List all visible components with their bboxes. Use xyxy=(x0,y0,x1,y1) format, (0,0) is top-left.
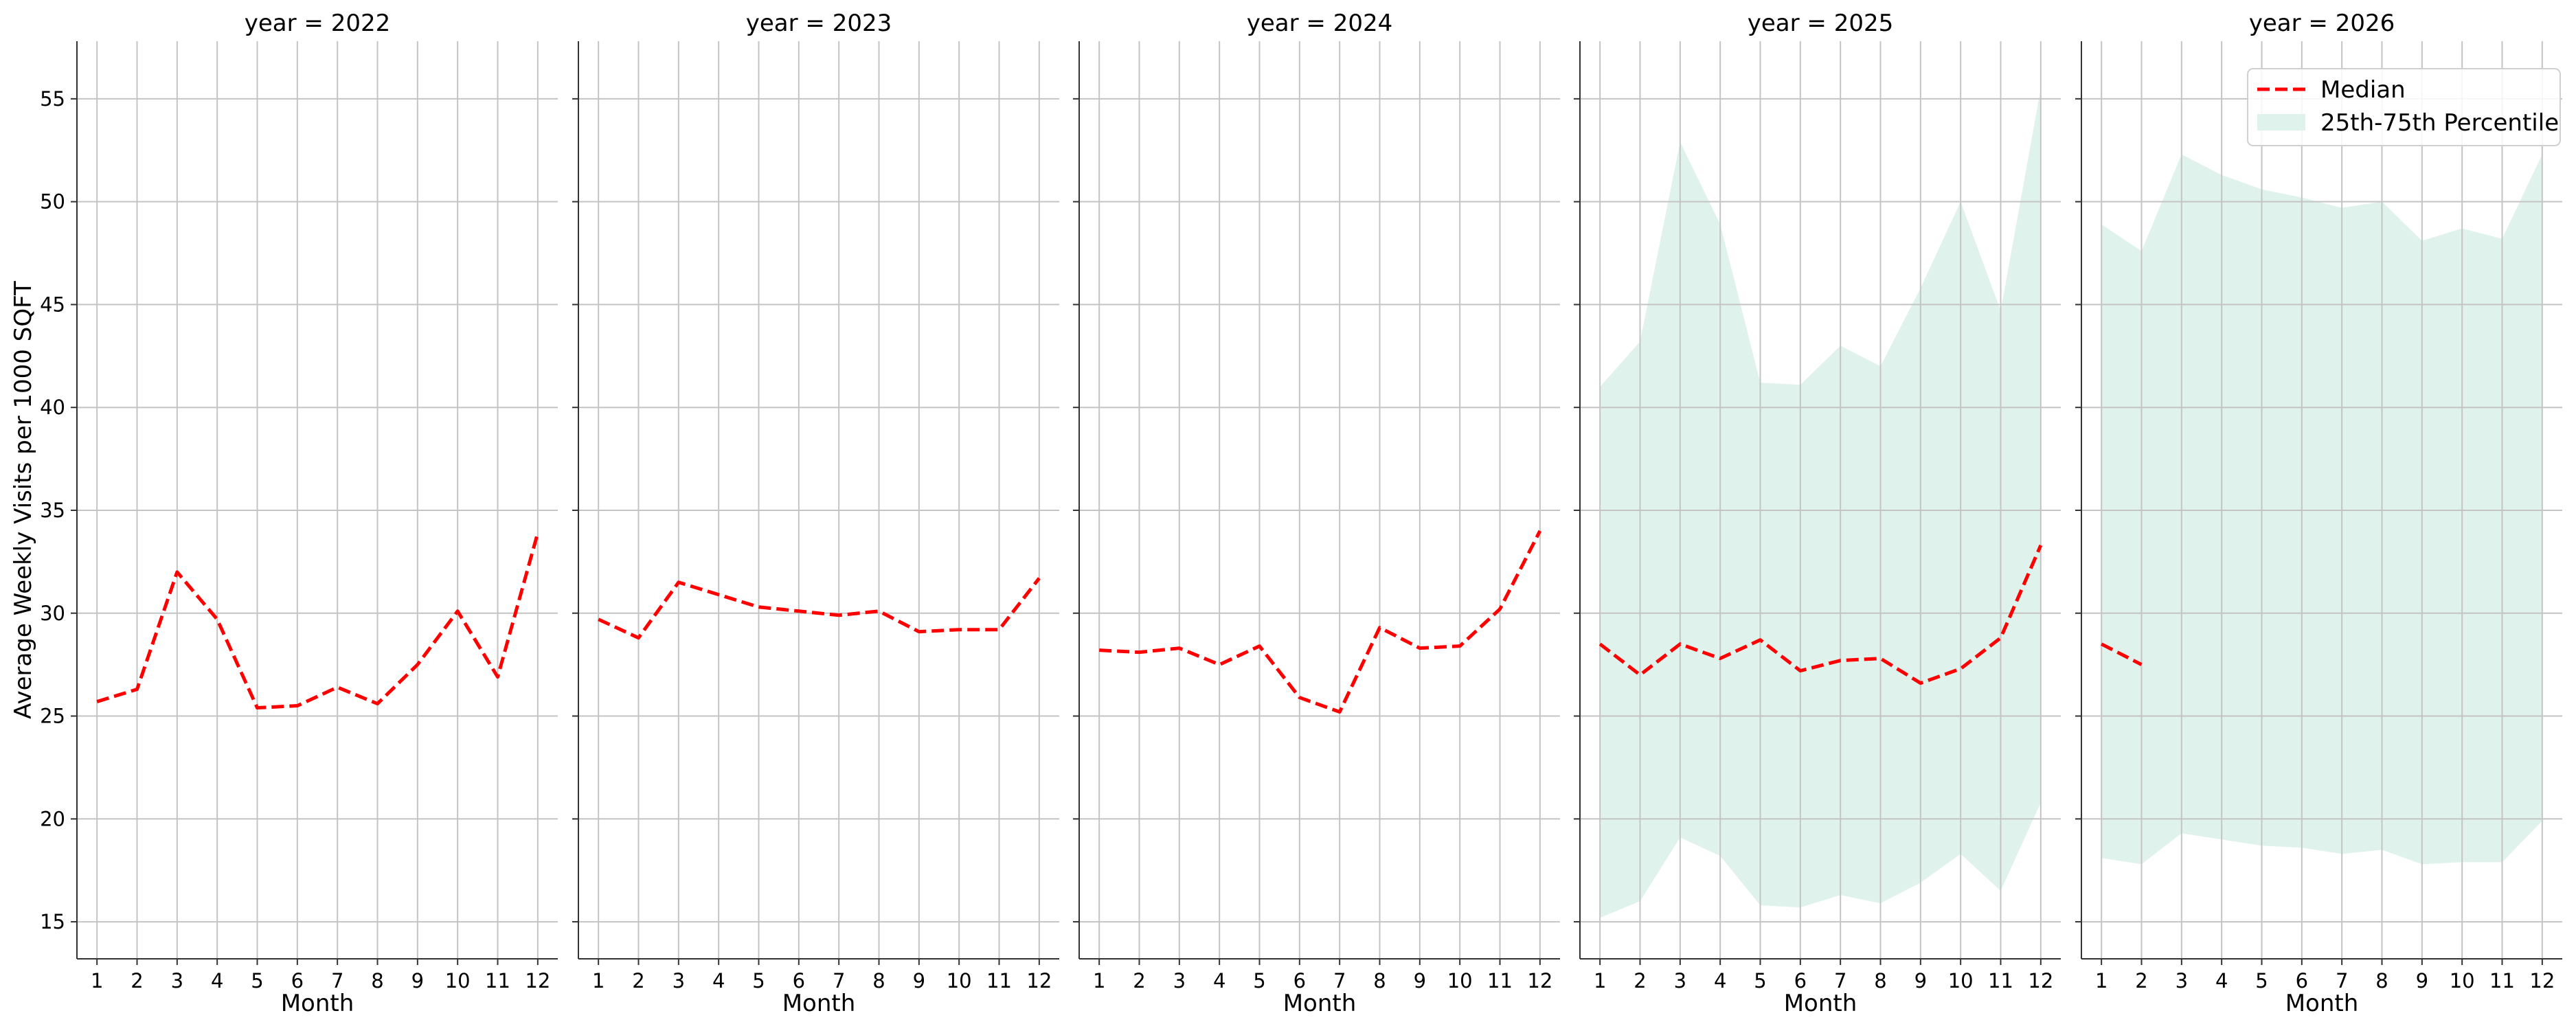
x-tick-label: 11 xyxy=(1487,969,1513,992)
x-tick-label: 12 xyxy=(1026,969,1052,992)
x-tick-label: 11 xyxy=(986,969,1012,992)
x-tick-label: 6 xyxy=(2296,969,2308,992)
x-tick-label: 5 xyxy=(752,969,765,992)
x-tick-label: 12 xyxy=(2028,969,2053,992)
x-axis-title: Month xyxy=(2285,990,2359,1017)
x-tick-label: 11 xyxy=(485,969,510,992)
median-line xyxy=(598,578,1039,638)
legend-band-label: 25th-75th Percentile xyxy=(2320,109,2559,137)
x-tick-label: 4 xyxy=(1213,969,1225,992)
x-tick-label: 7 xyxy=(1333,969,1346,992)
x-tick-label: 2 xyxy=(1133,969,1145,992)
x-tick-label: 11 xyxy=(1988,969,2013,992)
x-tick-label: 2 xyxy=(632,969,644,992)
x-tick-label: 6 xyxy=(1794,969,1807,992)
x-axis-title: Month xyxy=(1283,990,1357,1017)
x-tick-label: 5 xyxy=(2255,969,2268,992)
x-axis-title: Month xyxy=(782,990,856,1017)
panel-title: year = 2025 xyxy=(1748,10,1893,37)
x-tick-label: 3 xyxy=(673,969,685,992)
legend: Median 25th-75th Percentile xyxy=(2248,69,2560,146)
x-tick-label: 9 xyxy=(1914,969,1927,992)
x-tick-label: 6 xyxy=(793,969,805,992)
x-tick-label: 2 xyxy=(131,969,143,992)
x-tick-label: 6 xyxy=(1293,969,1306,992)
x-tick-label: 6 xyxy=(291,969,304,992)
x-tick-label: 3 xyxy=(1674,969,1686,992)
x-tick-label: 5 xyxy=(251,969,263,992)
x-tick-label: 9 xyxy=(1414,969,1426,992)
x-tick-label: 3 xyxy=(171,969,183,992)
y-tick-label: 25 xyxy=(40,705,65,728)
x-tick-label: 4 xyxy=(1714,969,1726,992)
x-tick-label: 7 xyxy=(833,969,845,992)
x-tick-label: 5 xyxy=(1754,969,1766,992)
x-tick-label: 8 xyxy=(1373,969,1386,992)
y-tick-label: 45 xyxy=(40,293,65,316)
x-tick-label: 10 xyxy=(947,969,972,992)
x-tick-label: 10 xyxy=(1447,969,1473,992)
x-tick-label: 1 xyxy=(1594,969,1606,992)
x-tick-label: 9 xyxy=(2416,969,2428,992)
panel-title: year = 2022 xyxy=(245,10,390,37)
y-tick-label: 50 xyxy=(40,190,65,214)
x-tick-label: 8 xyxy=(1874,969,1886,992)
x-tick-label: 4 xyxy=(712,969,725,992)
x-tick-label: 12 xyxy=(2529,969,2555,992)
x-tick-label: 5 xyxy=(1253,969,1265,992)
x-tick-label: 2 xyxy=(2135,969,2147,992)
legend-band-swatch xyxy=(2257,114,2305,130)
x-tick-label: 10 xyxy=(445,969,471,992)
x-tick-label: 2 xyxy=(1634,969,1646,992)
x-tick-label: 12 xyxy=(525,969,550,992)
y-tick-label: 15 xyxy=(40,910,65,933)
x-tick-label: 8 xyxy=(2375,969,2388,992)
x-tick-label: 4 xyxy=(211,969,223,992)
x-tick-label: 1 xyxy=(2095,969,2108,992)
x-tick-label: 9 xyxy=(913,969,925,992)
x-tick-label: 1 xyxy=(91,969,103,992)
median-line xyxy=(1099,531,1540,712)
x-tick-label: 3 xyxy=(1173,969,1186,992)
x-axis-title: Month xyxy=(1784,990,1857,1017)
y-tick-label: 30 xyxy=(40,602,65,625)
x-tick-label: 7 xyxy=(2336,969,2348,992)
panel-title: year = 2023 xyxy=(746,10,892,37)
x-tick-label: 8 xyxy=(872,969,885,992)
percentile-band xyxy=(2101,155,2542,864)
median-line xyxy=(97,533,538,708)
y-tick-label: 55 xyxy=(40,87,65,111)
y-tick-label: 40 xyxy=(40,396,65,419)
x-tick-label: 9 xyxy=(411,969,424,992)
x-tick-label: 1 xyxy=(1093,969,1105,992)
x-tick-label: 10 xyxy=(1948,969,1974,992)
legend-median-label: Median xyxy=(2320,76,2406,104)
y-tick-label: 35 xyxy=(40,499,65,522)
y-tick-label: 20 xyxy=(40,807,65,830)
x-tick-label: 8 xyxy=(371,969,383,992)
x-tick-label: 7 xyxy=(331,969,343,992)
x-tick-label: 4 xyxy=(2215,969,2228,992)
percentile-band xyxy=(1600,89,2041,918)
x-tick-label: 12 xyxy=(1527,969,1552,992)
panel-title: year = 2024 xyxy=(1247,10,1392,37)
x-tick-label: 11 xyxy=(2489,969,2515,992)
x-tick-label: 7 xyxy=(1834,969,1846,992)
x-tick-label: 1 xyxy=(592,969,605,992)
x-axis-title: Month xyxy=(281,990,354,1017)
x-tick-label: 3 xyxy=(2176,969,2188,992)
x-tick-label: 10 xyxy=(2450,969,2475,992)
panel-title: year = 2026 xyxy=(2249,10,2395,37)
y-axis-title: Average Weekly Visits per 1000 SQFT xyxy=(10,281,37,719)
